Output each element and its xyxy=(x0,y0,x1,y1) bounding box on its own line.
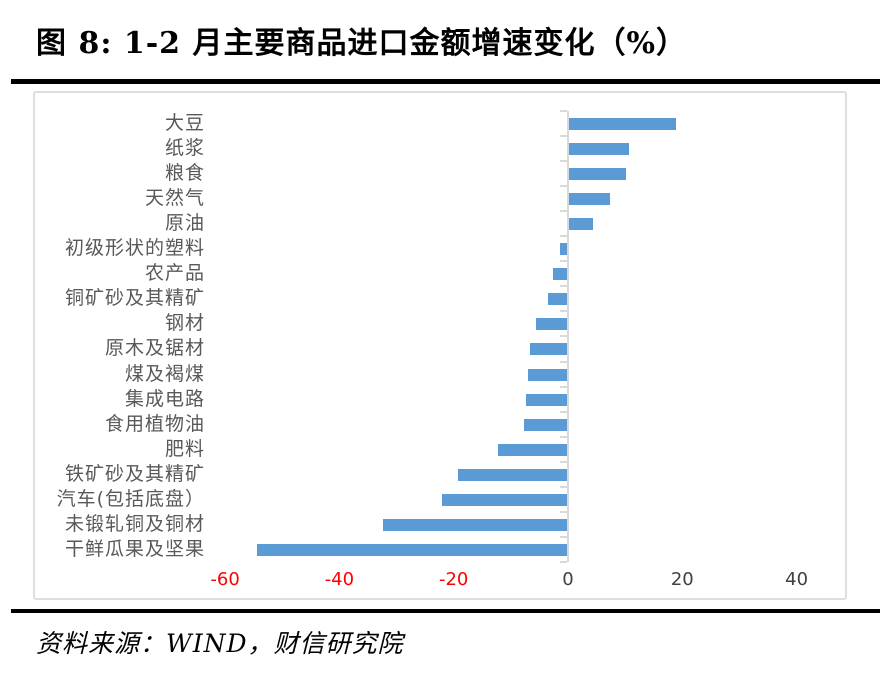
bar xyxy=(497,443,567,456)
category-label: 粮食 xyxy=(164,162,205,185)
source-note: 资料来源：WIND，财信研究院 xyxy=(36,629,404,658)
axis-tick xyxy=(560,235,567,238)
category-label: 未锻轧铜及铜材 xyxy=(64,512,205,535)
axis-tick xyxy=(560,210,567,213)
bar xyxy=(524,418,567,431)
bar xyxy=(569,218,593,231)
x-tick-label: -40 xyxy=(324,569,355,590)
category-label: 煤及褐煤 xyxy=(124,362,205,385)
axis-tick xyxy=(560,435,567,438)
chart-area: 大豆纸浆 粮食 天然气 原油 初级形状的塑料 农产品 铜矿砂及其精矿 钢材 原木及锯材 煤及褐煤集… xyxy=(33,91,847,600)
category-label: 汽车(包括底盘） xyxy=(56,487,205,510)
axis-tick xyxy=(560,160,567,163)
x-tick-label: 20 xyxy=(670,569,694,590)
bar xyxy=(560,243,567,256)
category-label: 初级形状的塑料 xyxy=(64,237,205,260)
bar xyxy=(569,193,611,206)
axis-tick xyxy=(560,510,567,513)
axis-tick xyxy=(560,385,567,388)
axis-tick xyxy=(560,310,567,313)
bar xyxy=(525,393,567,406)
axis-tick xyxy=(560,560,567,563)
axis-tick xyxy=(560,260,567,263)
axis-tick xyxy=(560,535,567,538)
axis-tick xyxy=(560,135,567,138)
category-label: 集成电路 xyxy=(124,387,205,410)
axis-tick xyxy=(560,185,567,188)
bar xyxy=(569,118,676,130)
category-label: 大豆 xyxy=(164,112,205,134)
x-tick-label: 0 xyxy=(562,569,574,590)
bar xyxy=(569,168,627,181)
bar xyxy=(257,543,567,556)
category-label: 铜矿砂及其精矿 xyxy=(64,287,205,310)
category-label: 钢材 xyxy=(164,312,205,335)
category-label: 原油 xyxy=(164,212,205,235)
bar xyxy=(535,318,567,331)
bar xyxy=(529,343,567,356)
axis-tick xyxy=(560,335,567,338)
category-label: 原木及锯材 xyxy=(104,337,205,360)
bar xyxy=(547,293,567,306)
category-label: 肥料 xyxy=(164,437,205,460)
bar xyxy=(458,468,567,481)
category-label: 天然气 xyxy=(144,187,205,210)
figure-title: 图 8: 1-2 月主要商品进口金额增速变化（%） xyxy=(36,26,687,61)
axis-tick xyxy=(560,460,567,463)
x-tick-label: -20 xyxy=(438,569,469,590)
axis-tick xyxy=(560,410,567,413)
top-divider xyxy=(11,79,880,84)
bar xyxy=(553,268,567,281)
category-axis-line xyxy=(567,111,569,562)
x-tick-label: -60 xyxy=(210,569,240,590)
axis-tick xyxy=(560,110,567,112)
axis-tick xyxy=(560,485,567,488)
bar xyxy=(441,493,567,506)
bar xyxy=(382,518,567,531)
axis-tick xyxy=(560,360,567,363)
x-tick-label: 40 xyxy=(785,569,809,590)
category-label: 纸浆 xyxy=(164,137,205,160)
bar xyxy=(527,368,567,381)
category-label: 干鲜瓜果及坚果 xyxy=(64,537,205,560)
category-label: 铁矿砂及其精矿 xyxy=(64,462,205,485)
axis-tick xyxy=(560,285,567,288)
category-label: 食用植物油 xyxy=(104,412,205,435)
bar xyxy=(569,143,629,156)
bottom-divider xyxy=(11,609,880,613)
category-label: 农产品 xyxy=(144,262,205,285)
